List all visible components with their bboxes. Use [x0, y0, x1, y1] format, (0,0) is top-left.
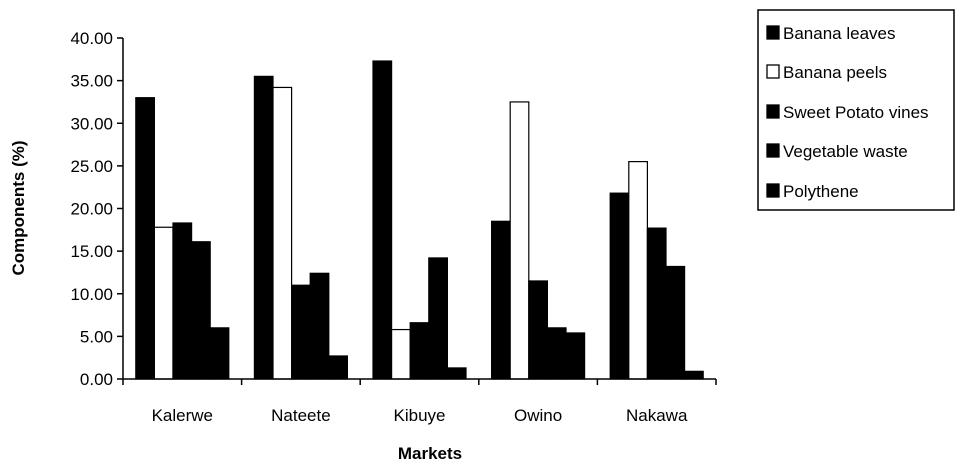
bar-banana-peels-kalerwe [153, 226, 174, 380]
legend-label: Polythene [783, 182, 859, 201]
legend-swatch-sweet-potato-vines [766, 104, 780, 119]
legend-box [757, 9, 955, 211]
y-axis-title: Components (%) [9, 140, 28, 275]
bar-banana-leaves-kalerwe [135, 97, 156, 380]
bar-banana-leaves-owino [491, 220, 511, 380]
bar-banana-peels-nakawa [628, 161, 648, 380]
y-tick-label: 5.00 [80, 327, 113, 346]
bar-vegetable-waste-owino [546, 327, 567, 380]
bar-banana-peels-kibuye [391, 328, 411, 380]
bar-polythene-kalerwe [209, 327, 230, 380]
x-tick-label: Owino [514, 406, 562, 425]
bar-banana-peels-nateete [272, 86, 293, 380]
y-axis-ticks: 0.00 5.00 10.00 15.00 20.00 25.00 30.00 35.00 40… [70, 29, 123, 389]
bar-polythene-nateete [328, 355, 348, 380]
y-tick-label: 0.00 [80, 370, 113, 389]
legend-label: Sweet Potato vines [783, 103, 929, 122]
bar-banana-leaves-nakawa [609, 192, 630, 380]
x-tick-label: Nakawa [626, 406, 688, 425]
bar-sweet-potato-vines-nakawa [646, 227, 667, 380]
legend-label: Vegetable waste [783, 142, 908, 161]
legend-swatch-banana-leaves [766, 25, 780, 40]
x-tick-label: Kalerwe [152, 406, 213, 425]
bar-banana-leaves-kibuye [372, 60, 393, 380]
bar-banana-leaves-nateete [253, 75, 274, 380]
bar-vegetable-waste-kalerwe [191, 241, 211, 380]
bar-vegetable-waste-nakawa [665, 265, 686, 380]
y-tick-label: 20.00 [70, 200, 113, 219]
legend-swatch-polythene [766, 183, 780, 198]
x-axis-tick-labels: Kalerwe Nateete Kibuye Owino Nakawa [152, 406, 688, 425]
bar-sweet-potato-vines-owino [528, 280, 548, 380]
y-tick-label: 30.00 [70, 114, 113, 133]
legend: Banana leaves Banana peels Sweet Potato vi… [757, 9, 955, 211]
y-tick-label: 10.00 [70, 285, 113, 304]
bar-polythene-kibuye [446, 367, 467, 380]
y-tick-label: 40.00 [70, 29, 113, 48]
legend-label: Banana peels [783, 63, 887, 82]
bar-sweet-potato-vines-nateete [291, 284, 311, 380]
y-tick-label: 15.00 [70, 242, 113, 261]
bar-sweet-potato-vines-kalerwe [172, 222, 193, 380]
bar-polythene-nakawa [683, 370, 704, 380]
legend-label: Banana leaves [783, 24, 895, 43]
y-tick-label: 35.00 [70, 72, 113, 91]
x-tick-label: Nateete [271, 406, 331, 425]
legend-swatch-vegetable-waste [766, 143, 780, 158]
bar-vegetable-waste-nateete [309, 272, 330, 380]
y-tick-label: 25.00 [70, 157, 113, 176]
bar-sweet-potato-vines-kibuye [409, 322, 430, 380]
x-tick-label: Kibuye [394, 406, 446, 425]
bar-banana-peels-owino [509, 101, 530, 380]
bars [135, 60, 704, 380]
x-axis-title: Markets [398, 444, 462, 463]
bar-polythene-owino [565, 332, 586, 380]
legend-swatch-banana-peels [766, 64, 780, 79]
bar-vegetable-waste-kibuye [428, 257, 448, 380]
axes [122, 38, 717, 385]
